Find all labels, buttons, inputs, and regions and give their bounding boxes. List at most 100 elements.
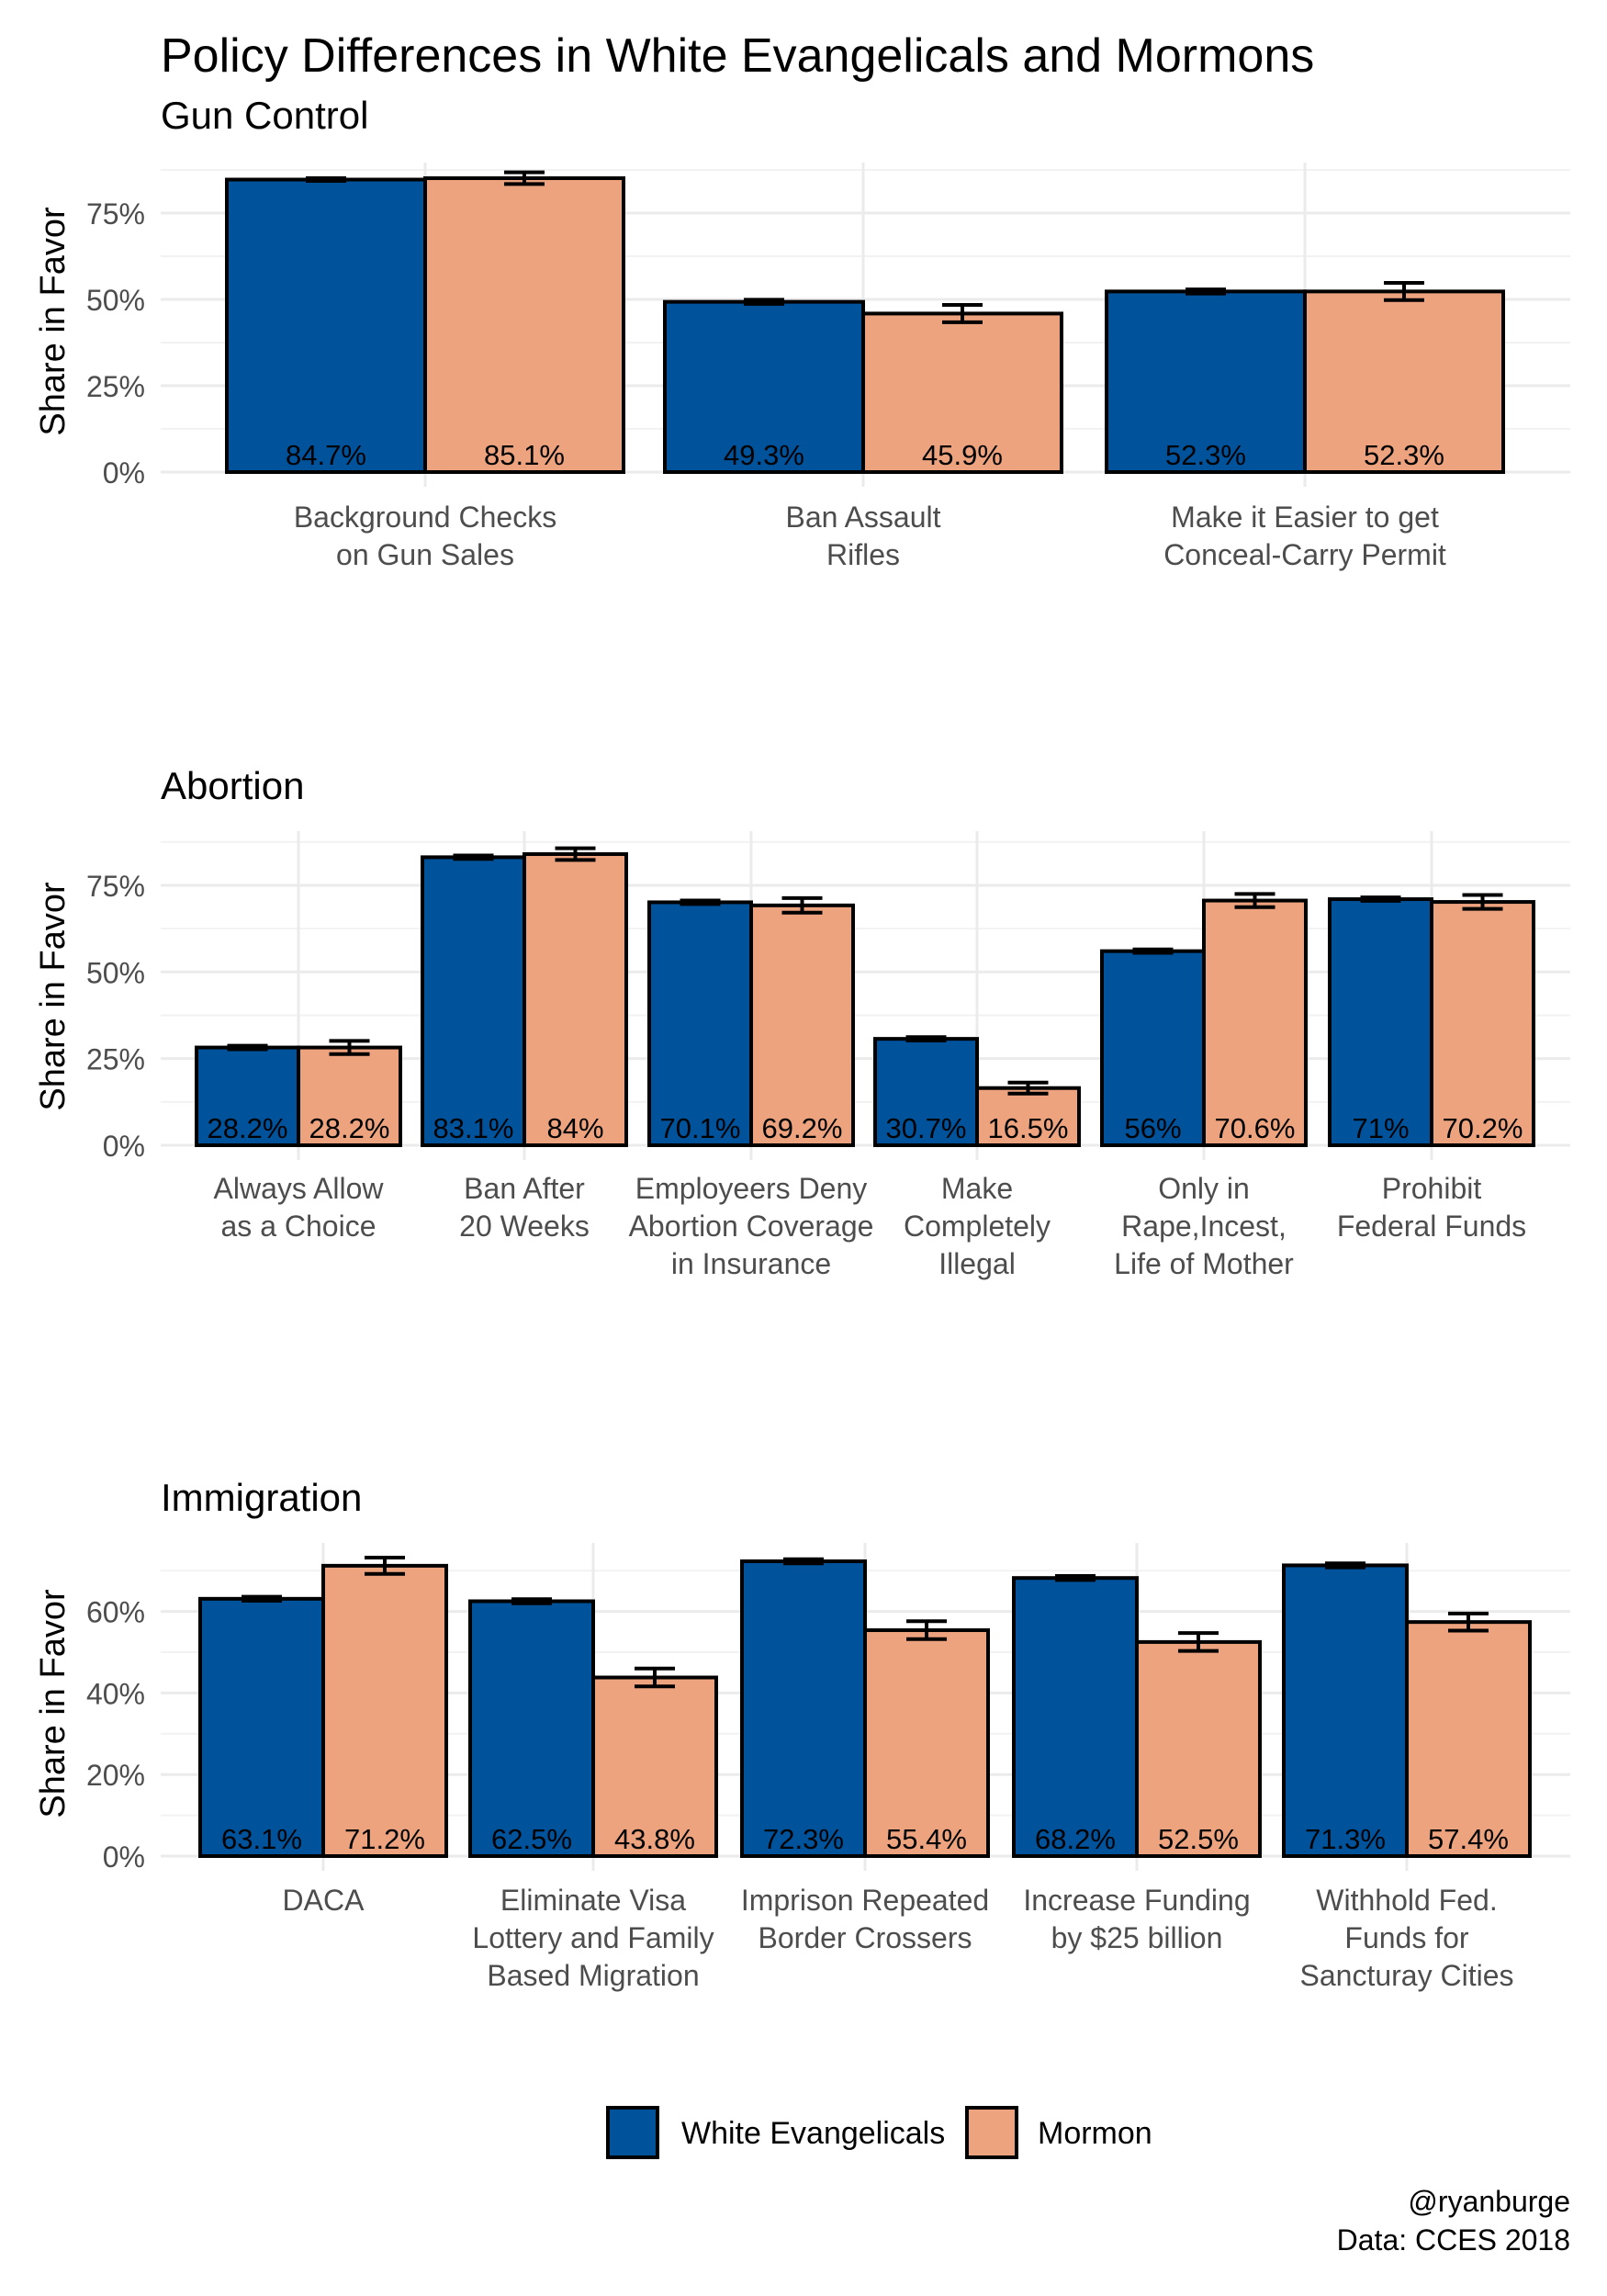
error-bar [1360,895,1401,903]
error-bar [906,1619,947,1641]
error-bar [1007,1080,1049,1096]
panel-abortion: Abortion Share in Favor 0% 25% 50% 75% 28.2% 83… [34,764,1570,1280]
x-tick-line: Prohibit [1382,1172,1482,1205]
x-tick-label: Imprison Repeated Border Crossers [741,1884,989,1954]
bar [423,176,625,475]
x-tick-label: DACA [283,1884,365,1917]
bar [1282,1563,1409,1858]
error-bar [783,1557,824,1566]
panel-title: Abortion [161,764,304,807]
x-tick-line: in Insurance [671,1247,831,1280]
bar [321,1563,448,1858]
bar [225,177,427,474]
error-bar [1055,1573,1096,1582]
data-label: 63.1% [221,1823,302,1855]
y-tick-label: 40% [86,1677,145,1710]
x-tick-line: 20 Weeks [459,1210,590,1243]
error-bar [905,1035,947,1043]
data-label: 83.1% [433,1112,514,1144]
y-axis-title: Share in Favor [34,207,73,436]
x-tick-line: Only in [1158,1172,1250,1205]
error-bar [1325,1561,1365,1570]
error-bar [942,303,983,324]
x-tick-label: Employeers Deny Abortion Coverage in Insur… [629,1172,874,1280]
x-tick-line: Background Checks [294,501,556,534]
x-tick-line: Make [941,1172,1013,1205]
legend-item: Mormon [965,2106,1152,2159]
data-label: 84% [546,1112,603,1144]
y-tick-label: 50% [86,956,145,989]
bar [1405,1620,1532,1859]
data-label: 62.5% [491,1823,572,1855]
bar [647,900,753,1148]
error-bar [227,1043,268,1052]
x-tick-line: as a Choice [221,1210,376,1243]
x-tick-label: Withhold Fed. Funds for Sancturay Cities [1300,1884,1514,1992]
x-tick-line: Rifles [826,538,900,571]
bar [468,1599,595,1858]
panel-title: Gun Control [161,94,368,137]
bar [1303,289,1505,474]
x-tick-label: Increase Funding by $25 billion [1023,1884,1250,1954]
data-label: 71.2% [344,1823,425,1855]
data-label: 28.2% [309,1112,390,1144]
error-bar [635,1666,675,1689]
panel-immigration: Immigration Share in Favor 0% 20% 40% 60% 63.1… [34,1476,1570,1992]
y-tick-label: 60% [86,1596,145,1629]
error-bar [1132,947,1174,955]
error-bar [555,846,596,862]
bar [1100,949,1206,1148]
series-mormon: 85.1% 45.9% 52.3% [423,170,1505,475]
x-tick-label: Make Completely Illegal [904,1172,1051,1280]
panel-title: Immigration [161,1476,362,1519]
error-bar [781,895,823,915]
error-bar [1178,1631,1219,1653]
legend: White Evangelicals Mormon [606,2106,1152,2159]
y-axis-title: Share in Favor [34,1589,73,1818]
x-tick-line: on Gun Sales [336,538,514,571]
error-bar [306,176,346,184]
x-tick-line: Employeers Deny [635,1172,868,1205]
data-label: 72.3% [763,1823,844,1855]
chart-title: Policy Differences in White Evangelicals… [161,29,1314,83]
bar [198,1596,325,1859]
y-tick-label: 0% [103,456,145,490]
legend-swatch [606,2106,659,2159]
x-tick-line: Border Crossers [759,1921,972,1954]
data-label: 56% [1124,1112,1181,1144]
data-label: 28.2% [208,1112,288,1144]
x-tick-line: Funds for [1344,1921,1469,1954]
y-tick-label: 75% [86,197,145,231]
series-white-evangelicals: 84.7% 49.3% 52.3% [225,176,1307,474]
x-tick-line: Imprison Repeated [741,1884,989,1917]
x-tick-line: Make it Easier to get [1171,501,1439,534]
error-bar [453,853,494,861]
bar [1430,900,1535,1147]
x-tick-line: Conceal-Carry Permit [1163,538,1446,571]
y-axis-title: Share in Favor [34,882,73,1111]
x-tick-line: Based Migration [487,1959,699,1992]
bar [1135,1639,1262,1859]
error-bar [1448,1611,1489,1633]
panel-gun-control: Gun Control Share in Favor 0% 25% 50% 75% 84.7… [34,94,1570,571]
bar [421,855,526,1147]
x-tick-line: Federal Funds [1337,1210,1526,1243]
caption: @ryanburge Data: CCES 2018 [1337,2185,1570,2257]
error-bar [1384,280,1424,302]
error-bar [511,1597,552,1605]
bar [1012,1576,1139,1859]
series-mormon: 71.2% 43.8% 55.4% 52.5% 57.4% [321,1555,1532,1859]
data-label: 49.3% [724,439,804,471]
data-label: 71.3% [1305,1823,1386,1855]
y-tick-label: 25% [86,1043,145,1076]
error-bar [1462,893,1503,911]
error-bar [1234,892,1275,909]
data-label: 70.1% [660,1112,741,1144]
data-label: 52.3% [1165,439,1246,471]
legend-item: White Evangelicals [606,2106,945,2159]
error-bar [329,1039,370,1056]
series-white-evangelicals: 63.1% 62.5% 72.3% 68.2% 71.3% [198,1557,1409,1859]
y-tick-label: 20% [86,1759,145,1792]
x-tick-line: Withhold Fed. [1316,1884,1497,1917]
